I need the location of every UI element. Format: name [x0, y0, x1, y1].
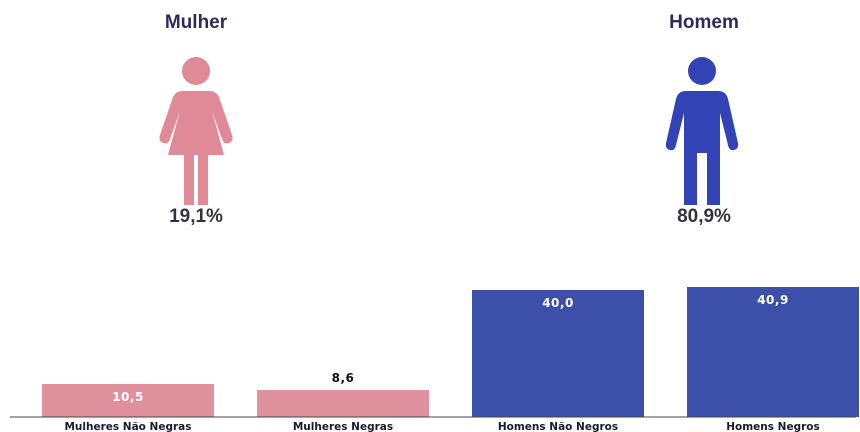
bar-homens-nao-negros: [472, 290, 644, 417]
bar-mulheres-negras: [257, 390, 429, 417]
category-label-mulheres-nao-negras: Mulheres Não Negras: [64, 421, 191, 432]
bar-mulheres-nao-negras: [42, 384, 214, 417]
female-title: Mulher: [164, 12, 228, 33]
bar-homens-negros: [687, 287, 859, 417]
woman-icon: [159, 57, 233, 205]
value-label-mulheres-nao-negras: 10,5: [112, 390, 144, 404]
man-icon: [665, 57, 739, 205]
category-label-homens-negros: Homens Negros: [726, 421, 820, 432]
female-percent: 19,1%: [169, 206, 223, 227]
male-title: Homem: [669, 12, 739, 33]
male-percent: 80,9%: [677, 206, 731, 227]
value-label-homens-negros: 40,9: [757, 293, 789, 307]
category-label-mulheres-negras: Mulheres Negras: [293, 421, 393, 432]
category-label-homens-nao-negros: Homens Não Negros: [498, 421, 618, 432]
value-label-mulheres-negras: 8,6: [332, 371, 355, 385]
value-label-homens-nao-negros: 40,0: [542, 296, 574, 310]
